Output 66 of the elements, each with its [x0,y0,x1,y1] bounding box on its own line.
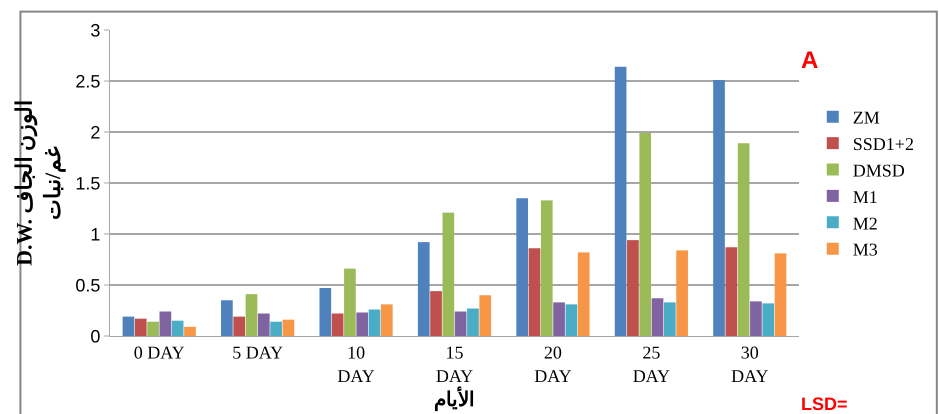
x-tick-label: 0 DAY [134,342,185,363]
bar [713,80,725,336]
x-tick-label: 30 DAY [731,342,768,386]
bar [762,303,774,336]
bar [553,302,565,336]
y-tick-label: 2 [90,122,100,142]
y-tick-label: 3 [90,20,100,40]
y-axis-title: D.W. الوزن الجاف غم/نبات [12,100,66,266]
y-tick-label: 2.5 [75,71,100,92]
bar [282,320,294,336]
y-tick-label: 1 [90,224,100,244]
bar [614,66,626,336]
bar [639,133,652,336]
y-tick-label: 1.5 [75,173,100,194]
bar [430,291,442,336]
legend-label: M1 [852,186,878,207]
bar [479,295,492,336]
legend-label: ZM [852,108,880,128]
x-tick-label: 5 DAY [232,342,284,363]
bar [172,320,184,336]
x-tick-label: 10 DAY [337,342,375,386]
bar [774,253,786,336]
bar [147,322,159,336]
bar [454,312,466,336]
bar [676,250,688,336]
bar [246,294,258,336]
bar [160,312,172,336]
bar [540,200,553,336]
legend-label: M2 [852,213,878,234]
x-axis-title: الأيام [434,386,475,412]
bar [442,212,454,336]
bar [516,198,528,336]
bar [725,247,738,336]
y-tick-label: 0.5 [75,275,100,296]
bar [332,314,344,336]
bar [221,300,233,336]
legend-label: SSD1+2 [852,134,914,154]
text: LSD= [801,394,848,414]
bar [750,301,762,336]
y-tick-label: 0 [90,326,100,346]
x-tick-label: 20 DAY [534,342,572,386]
bar [467,308,479,336]
bar [380,304,393,336]
legend-label: DMSD [852,160,905,181]
bar [627,240,639,336]
bar [134,318,147,336]
bar [418,242,430,336]
bar [664,302,676,336]
text: A [801,47,818,74]
bar [270,322,282,336]
bar [344,268,356,336]
bar [122,316,134,336]
bar [356,312,368,336]
bar [578,252,590,336]
bar [528,248,540,336]
bar [738,143,750,336]
bar [566,304,578,336]
legend-label: M3 [852,240,878,260]
bar [233,316,246,336]
x-tick-label: 25 DAY [632,342,670,386]
bar [368,309,380,336]
bar [258,314,270,336]
bar [319,288,332,336]
bar [184,326,196,336]
x-tick-label: 15 DAY [436,342,474,386]
bar [652,298,664,336]
